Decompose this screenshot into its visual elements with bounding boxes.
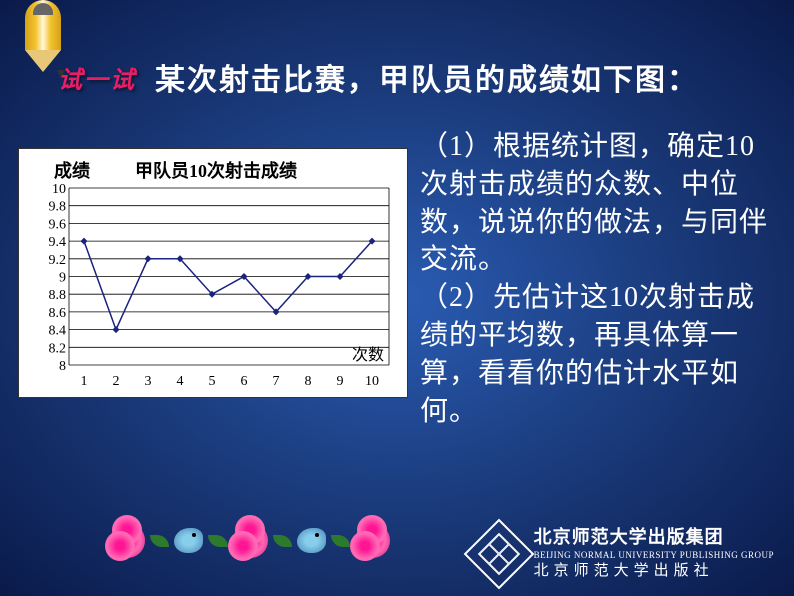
line-chart: 8 8.2 8.4 8.6 8.8 9 9.2 9.4 9.6 9.8 10 1 2 3 4 5 6 7 8 9 10 次… (29, 183, 399, 393)
svg-text:8.6: 8.6 (49, 306, 67, 321)
try-label: 试一试 (58, 60, 136, 95)
chart-container: 成绩 甲队员10次射击成绩 8 8.2 8.4 8.6 8.8 9 9.2 9.4 9.6 9.8… (18, 148, 408, 398)
svg-text:9.8: 9.8 (49, 200, 67, 215)
svg-text:3: 3 (145, 374, 152, 389)
flower-decoration (110, 513, 390, 568)
publisher-press: 北京师范大学出版社 (534, 562, 774, 582)
svg-text:5: 5 (209, 374, 216, 389)
svg-text:9: 9 (59, 271, 66, 286)
chart-ylabel: 成绩 (54, 157, 90, 183)
publisher-block: 北京师范大学出版集团 BEIJING NORMAL UNIVERSITY PUB… (474, 526, 774, 581)
svg-text:7: 7 (273, 374, 280, 389)
publisher-logo-icon (463, 518, 534, 589)
svg-text:6: 6 (241, 374, 248, 389)
question-2: （2）先估计这10次射击成绩的平均数，再具体算一算，看看你的估计水平如何。 (420, 282, 755, 426)
svg-text:9.2: 9.2 (49, 253, 67, 268)
svg-text:8: 8 (59, 359, 66, 374)
svg-text:4: 4 (177, 374, 184, 389)
question-text: （1）根据统计图，确定10次射击成绩的众数、中位数，说说你的做法，与同伴交流。 … (420, 128, 780, 430)
svg-text:10: 10 (365, 374, 379, 389)
svg-text:8.4: 8.4 (49, 324, 67, 339)
svg-text:10: 10 (52, 183, 66, 197)
svg-text:1: 1 (81, 374, 88, 389)
svg-text:次数: 次数 (352, 346, 384, 364)
svg-text:8.8: 8.8 (49, 288, 67, 303)
svg-text:9.6: 9.6 (49, 217, 67, 232)
slide-title: 某次射击比赛，甲队员的成绩如下图： (155, 55, 699, 99)
svg-text:9: 9 (337, 374, 344, 389)
publisher-name-cn: 北京师范大学出版集团 (534, 526, 774, 549)
svg-text:9.4: 9.4 (49, 235, 67, 250)
svg-text:8: 8 (305, 374, 312, 389)
chart-title: 甲队员10次射击成绩 (135, 157, 297, 183)
svg-text:2: 2 (113, 374, 120, 389)
svg-text:8.2: 8.2 (49, 341, 67, 356)
publisher-name-en: BEIJING NORMAL UNIVERSITY PUBLISHING GRO… (534, 550, 774, 562)
question-1: （1）根据统计图，确定10次射击成绩的众数、中位数，说说你的做法，与同伴交流。 (420, 131, 768, 275)
